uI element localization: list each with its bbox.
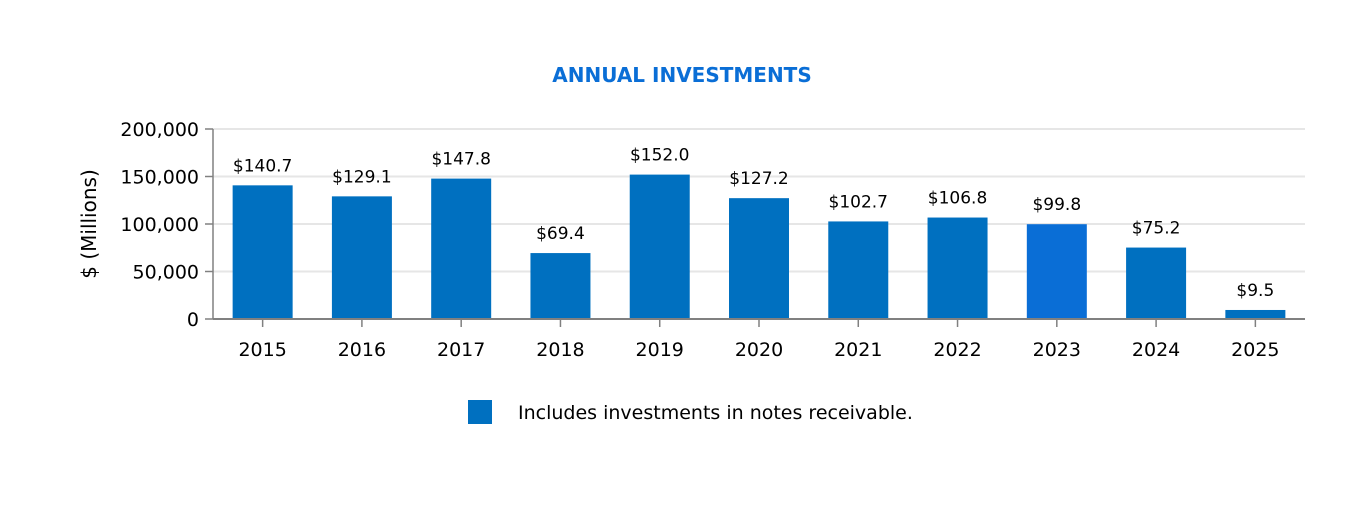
x-tick-label: 2023 (1033, 339, 1081, 361)
bar-2024 (1126, 247, 1187, 319)
y-tick-label: 50,000 (133, 262, 199, 284)
legend-swatch (468, 400, 492, 424)
y-tick-label: 0 (187, 309, 199, 331)
bar-2021 (828, 221, 889, 319)
bar-2019 (629, 174, 690, 319)
data-label: $69.4 (536, 224, 585, 244)
chart-title: ANNUAL INVESTMENTS (552, 63, 811, 87)
bar-2023 (1026, 224, 1087, 319)
bar-2015 (232, 185, 293, 319)
data-label: $147.8 (431, 150, 490, 170)
data-label: $99.8 (1032, 195, 1081, 215)
x-tick-label: 2019 (636, 339, 684, 361)
bar-2025 (1225, 309, 1286, 319)
data-label: $140.7 (233, 156, 292, 176)
bar-2018 (530, 253, 591, 319)
legend-label: Includes investments in notes receivable… (518, 402, 913, 424)
x-tick-label: 2022 (933, 339, 981, 361)
data-label: $75.2 (1132, 219, 1181, 239)
x-tick-label: 2025 (1231, 339, 1279, 361)
x-tick-label: 2017 (437, 339, 485, 361)
y-tick-label: 200,000 (120, 119, 199, 141)
data-label: $127.2 (729, 169, 788, 189)
x-tick-label: 2018 (536, 339, 584, 361)
bar-2020 (729, 198, 789, 319)
data-label: $9.5 (1236, 281, 1274, 301)
data-label: $152.0 (630, 146, 689, 166)
x-tick-label: 2024 (1132, 339, 1180, 361)
x-tick-label: 2016 (338, 339, 386, 361)
data-label: $129.1 (332, 167, 391, 187)
x-tick-label: 2020 (735, 339, 783, 361)
bar-2016 (331, 196, 392, 319)
x-tick-label: 2015 (238, 339, 286, 361)
data-label: $106.8 (928, 189, 987, 209)
y-tick-label: 150,000 (120, 167, 199, 189)
y-axis-label: $ (Millions) (77, 169, 101, 279)
data-label: $102.7 (829, 192, 888, 212)
y-tick-label: 100,000 (120, 214, 199, 236)
bar-2022 (927, 217, 988, 319)
x-tick-label: 2021 (834, 339, 882, 361)
bar-2017 (431, 178, 492, 319)
